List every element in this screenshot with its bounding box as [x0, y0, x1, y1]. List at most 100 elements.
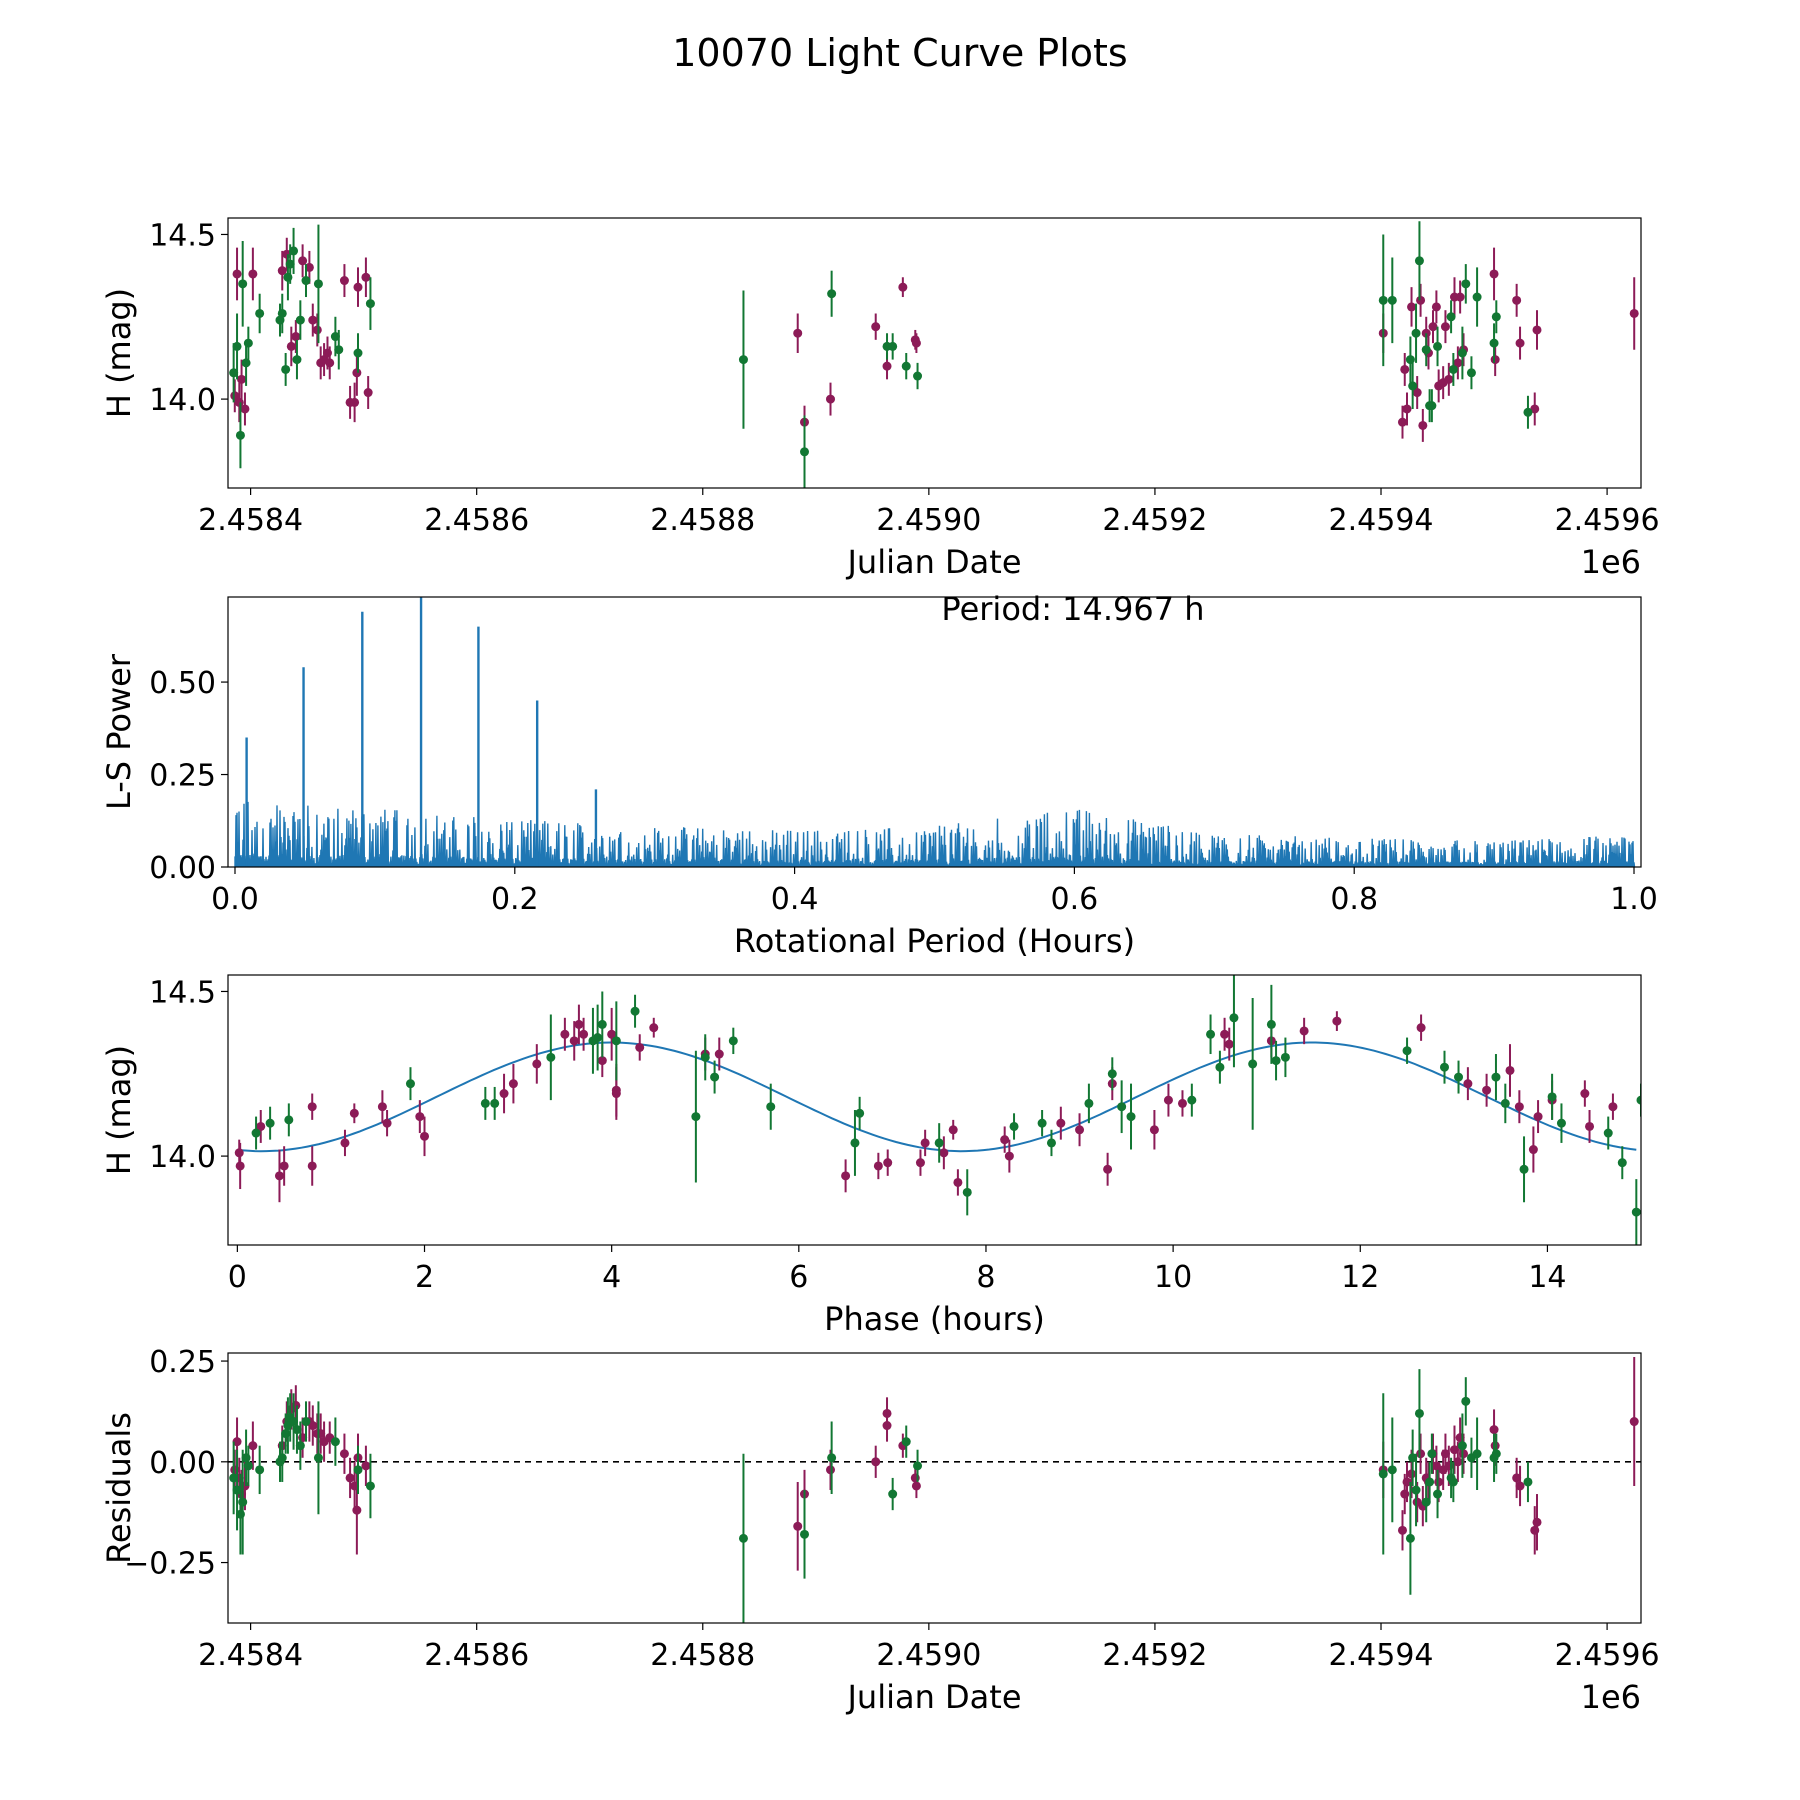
- data-point: [607, 1029, 617, 1039]
- data-point: [1266, 1019, 1276, 1029]
- data-point: [953, 1177, 963, 1187]
- data-point: [255, 1465, 265, 1475]
- data-point: [1187, 1095, 1197, 1105]
- data-point: [1631, 1207, 1641, 1217]
- data-point: [1248, 1059, 1258, 1069]
- data-point: [1206, 1029, 1216, 1039]
- x-axis-label: Julian Date: [845, 543, 1021, 581]
- data-point: [298, 256, 308, 266]
- data-point: [286, 341, 296, 351]
- data-point: [361, 1461, 371, 1471]
- y-tick-label: 14.0: [149, 383, 216, 418]
- x-tick-label: 2.4588: [650, 503, 755, 538]
- data-point: [1332, 1016, 1342, 1026]
- x-tick-label: 2.4590: [876, 1638, 981, 1673]
- data-point: [691, 1112, 701, 1122]
- data-point: [1427, 1449, 1437, 1459]
- data-point: [1490, 1441, 1500, 1451]
- data-point: [1580, 1089, 1590, 1099]
- data-point: [1489, 338, 1499, 348]
- data-point: [1603, 1128, 1613, 1138]
- x-tick-label: 2.4588: [650, 1638, 755, 1673]
- data-point: [871, 322, 881, 332]
- data-point: [325, 358, 335, 368]
- data-point: [1215, 1062, 1225, 1072]
- data-point: [1491, 1072, 1501, 1082]
- plot-area: [229, 221, 1639, 488]
- data-point: [901, 361, 911, 371]
- data-point: [1421, 1497, 1431, 1507]
- data-point: [1177, 1098, 1187, 1108]
- data-point: [330, 332, 340, 342]
- data-point: [882, 1421, 892, 1431]
- x-tick-label: 4: [602, 1260, 621, 1295]
- data-point: [1636, 1095, 1641, 1105]
- data-point: [240, 404, 250, 414]
- data-point: [1046, 1138, 1056, 1148]
- data-point: [1532, 1517, 1542, 1527]
- data-point: [420, 1131, 430, 1141]
- data-point: [1428, 322, 1438, 332]
- data-point: [1280, 1052, 1290, 1062]
- data-point: [593, 1033, 603, 1043]
- data-point: [855, 1108, 865, 1118]
- data-point: [1491, 1449, 1501, 1459]
- plot-frame: [227, 1352, 1642, 1624]
- data-point: [911, 338, 921, 348]
- x-tick-label: 1.0: [1610, 882, 1658, 917]
- data-point: [1523, 407, 1533, 417]
- data-point: [1414, 256, 1424, 266]
- plot-area: [228, 1357, 1641, 1623]
- data-point: [1466, 368, 1476, 378]
- x-tick-label: 2.4584: [198, 1638, 303, 1673]
- data-point: [700, 1052, 710, 1062]
- data-point: [345, 1473, 355, 1483]
- x-tick-label: 12: [1341, 1260, 1379, 1295]
- data-point: [1608, 1102, 1618, 1112]
- x-tick-label: 2.4586: [424, 1638, 529, 1673]
- data-point: [1514, 1102, 1524, 1112]
- data-point: [1523, 1477, 1533, 1487]
- data-point: [232, 341, 242, 351]
- data-point: [1149, 1125, 1159, 1135]
- x-tick-label: 0.0: [211, 882, 259, 917]
- data-point: [382, 1118, 392, 1128]
- plot-frame: [227, 974, 1642, 1246]
- data-point: [1411, 1485, 1421, 1495]
- x-tick-label: 2.4586: [424, 503, 529, 538]
- data-point: [277, 266, 287, 276]
- data-point: [1056, 1118, 1066, 1128]
- plot-area: [234, 597, 1636, 867]
- data-point: [569, 1036, 579, 1046]
- data-point: [405, 1079, 415, 1089]
- data-point: [238, 1497, 248, 1507]
- data-point: [1405, 1533, 1415, 1543]
- data-point: [1075, 1125, 1085, 1135]
- data-point: [312, 325, 322, 335]
- x-axis-label: Phase (hours): [824, 1300, 1045, 1338]
- data-point: [353, 1465, 363, 1475]
- data-point: [1512, 1473, 1522, 1483]
- data-point: [361, 272, 371, 282]
- data-point: [1459, 1449, 1469, 1459]
- data-point: [284, 1115, 294, 1125]
- residuals-panel: 2.4584 2.4586 2.4588 2.4590 2.4592 2.4594 2.45…: [100, 1345, 1660, 1716]
- data-point: [1489, 269, 1499, 279]
- data-point: [265, 1118, 275, 1128]
- data-point: [301, 1417, 311, 1427]
- data-point: [888, 1489, 898, 1499]
- data-point: [560, 1029, 570, 1039]
- data-point: [1505, 1065, 1515, 1075]
- data-point: [827, 289, 837, 299]
- data-point: [1271, 1056, 1281, 1066]
- data-point: [251, 1128, 261, 1138]
- data-point: [710, 1072, 720, 1082]
- data-point: [1402, 1477, 1412, 1487]
- data-point: [546, 1052, 556, 1062]
- data-point: [1482, 1085, 1492, 1095]
- data-point: [1512, 295, 1522, 305]
- data-point: [313, 1453, 323, 1463]
- data-point: [289, 246, 299, 256]
- data-point: [1556, 1118, 1566, 1128]
- data-point: [1434, 1477, 1444, 1487]
